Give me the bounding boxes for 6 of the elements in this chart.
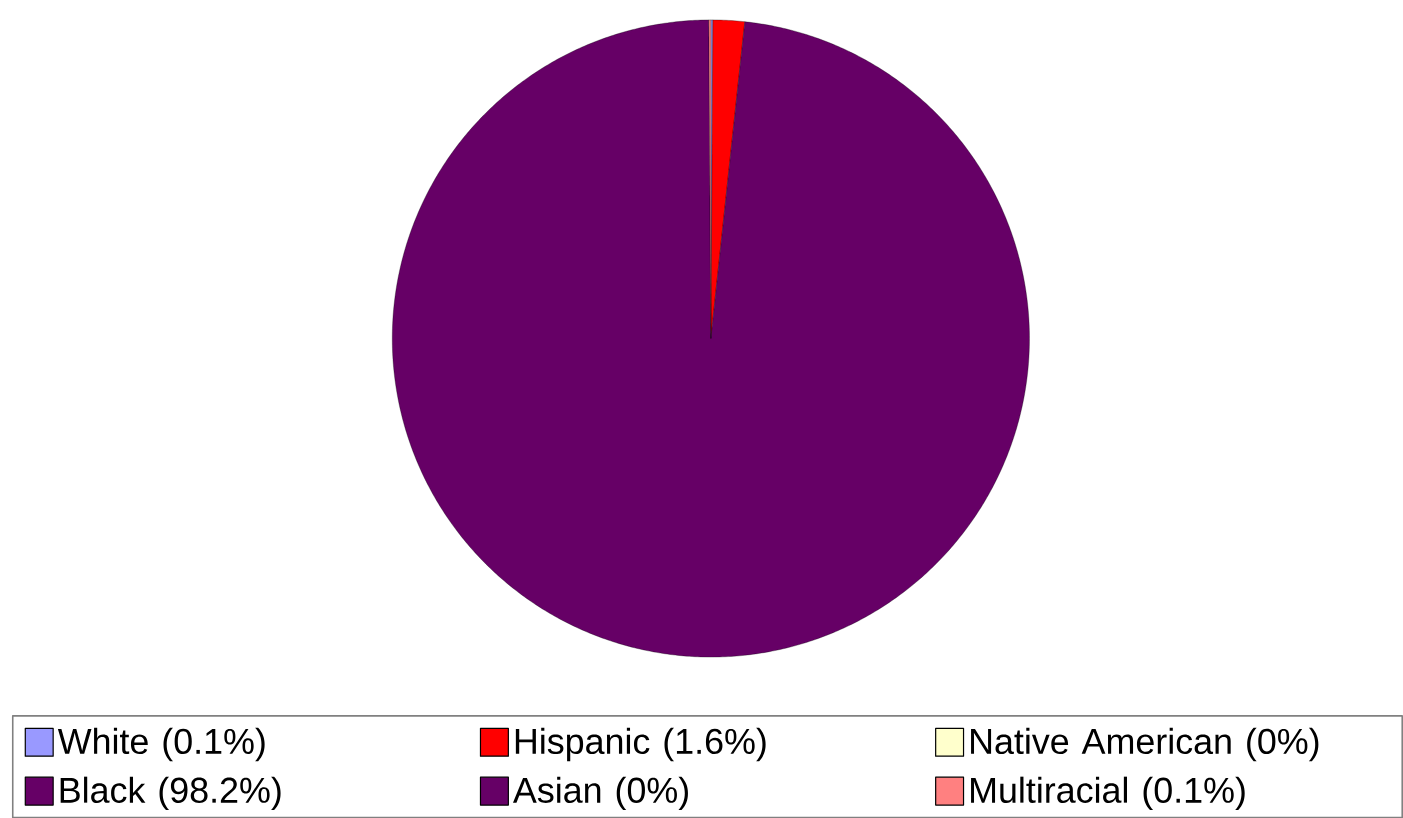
legend-label: Hispanic (1.6%) <box>515 727 766 762</box>
legend-label: Asian (0%) <box>512 776 688 810</box>
legend-label: Multiracial (0.1%) <box>971 776 1245 810</box>
legend-label: White (0.1%) <box>57 727 265 762</box>
legend-label: Black (98.2%) <box>60 776 281 810</box>
legend-label: Native American (0%) <box>971 727 1319 762</box>
